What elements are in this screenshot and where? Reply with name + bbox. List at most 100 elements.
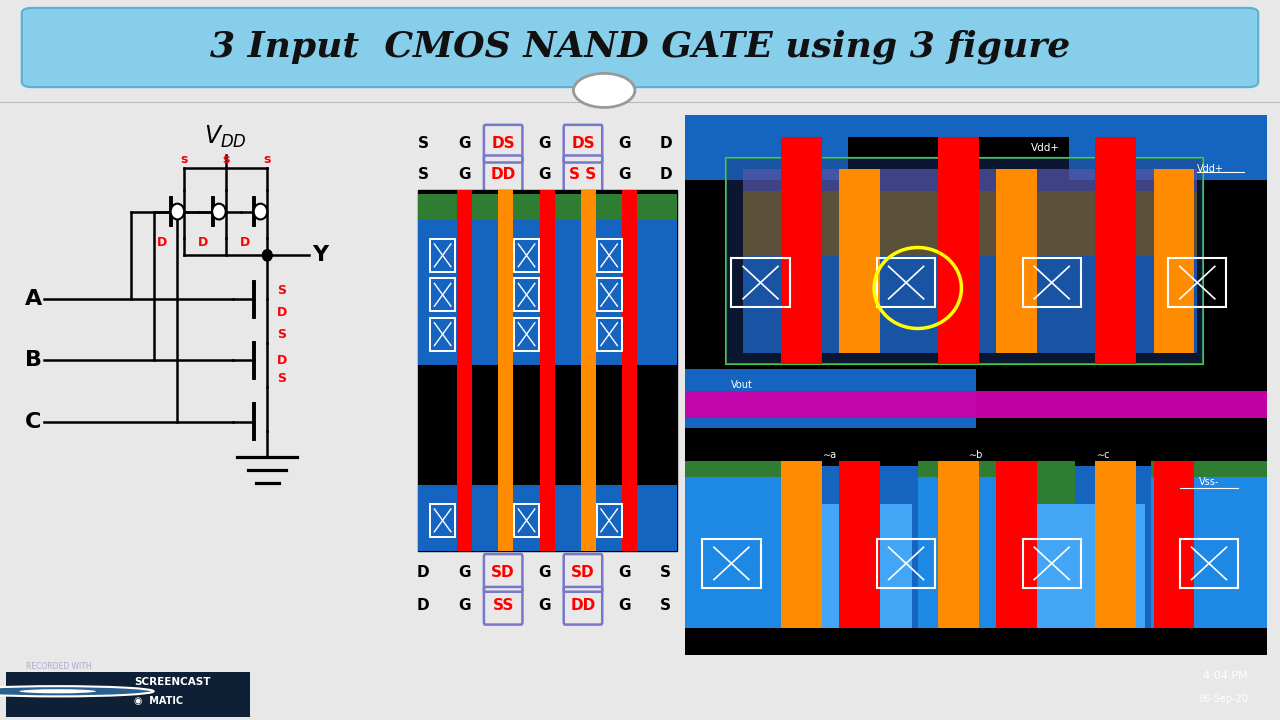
Text: DS: DS [492,136,515,151]
Bar [781,137,822,364]
Circle shape [19,689,96,693]
Text: G: G [618,565,631,580]
Bar [685,115,1267,180]
Bar [1023,258,1080,307]
Text: D: D [659,136,672,151]
Bar [996,169,1037,353]
Bar [877,258,936,307]
Text: ∼c: ∼c [1097,451,1111,460]
Text: SD: SD [492,565,515,580]
Text: D: D [239,235,250,248]
Text: S: S [417,136,429,151]
Circle shape [170,204,184,220]
Text: DD: DD [490,167,516,182]
Text: Vss-: Vss- [1199,477,1219,487]
Bar [540,189,554,551]
Bar [417,194,677,238]
Circle shape [0,686,154,696]
Text: S: S [660,565,671,580]
Bar [744,256,1197,353]
Text: G: G [458,565,471,580]
Bar [596,504,622,537]
Text: SCREENCAST: SCREENCAST [134,678,211,688]
Bar [596,278,622,312]
Bar [6,672,250,716]
Text: G: G [618,136,631,151]
Text: Y: Y [312,246,328,266]
Bar [622,189,637,551]
Bar [1169,258,1226,307]
Text: D: D [156,235,166,248]
Text: G: G [458,136,471,151]
Bar [430,504,454,537]
Circle shape [253,204,268,220]
Bar [726,158,1203,364]
Bar [918,477,1028,628]
Text: S: S [660,598,671,613]
Bar [457,189,472,551]
Bar [1023,539,1080,588]
Bar [938,461,979,628]
Bar [430,318,454,351]
Bar [685,477,790,628]
Bar [417,189,677,551]
Text: G: G [618,598,631,613]
Ellipse shape [573,73,635,107]
Bar [840,169,879,353]
Text: G: G [458,598,471,613]
Text: $V_{DD}$: $V_{DD}$ [205,124,247,150]
Bar [996,461,1037,628]
FancyBboxPatch shape [22,8,1258,87]
Text: 3 Input  CMOS NAND GATE using 3 figure: 3 Input CMOS NAND GATE using 3 figure [210,30,1070,64]
Text: Vout: Vout [731,380,753,390]
Bar [918,461,1075,504]
Text: G: G [538,167,550,182]
Bar [744,191,1197,266]
Bar [417,485,677,551]
Bar [515,318,539,351]
Bar [731,258,790,307]
Text: D: D [659,167,672,182]
Text: B: B [24,351,42,371]
Bar [1151,477,1267,628]
Circle shape [262,250,273,261]
Bar [847,137,1069,180]
Text: G: G [618,167,631,182]
Text: D: D [198,235,209,248]
Text: D: D [417,565,430,580]
Text: D: D [417,598,430,613]
Text: ◉  MATIC: ◉ MATIC [134,696,183,706]
Bar [1151,461,1267,504]
Text: s: s [221,153,229,166]
Text: 06-Sep-20: 06-Sep-20 [1198,695,1248,704]
Bar [515,504,539,537]
Bar [790,504,911,628]
Bar [877,539,936,588]
Bar [726,158,1203,364]
Bar [1034,504,1144,628]
Text: s: s [264,153,271,166]
Bar [596,318,622,351]
Bar [1153,461,1194,628]
Text: DS: DS [571,136,595,151]
Bar [581,189,596,551]
Text: s: s [180,153,188,166]
Text: G: G [458,167,471,182]
Bar [685,390,1267,418]
Text: G: G [538,598,550,613]
Text: C: C [26,412,41,432]
Bar [840,461,879,628]
Bar [417,220,677,365]
Text: ∼a: ∼a [823,451,837,460]
Bar [1096,137,1137,364]
Bar [515,278,539,312]
Bar [515,239,539,272]
Text: A: A [24,289,42,309]
Bar [1153,169,1194,353]
Text: G: G [538,136,550,151]
Bar [685,369,977,428]
Text: S: S [276,372,285,384]
Bar [781,461,822,628]
Text: Vdd+: Vdd+ [1032,143,1060,153]
Text: ∼b: ∼b [969,451,983,460]
